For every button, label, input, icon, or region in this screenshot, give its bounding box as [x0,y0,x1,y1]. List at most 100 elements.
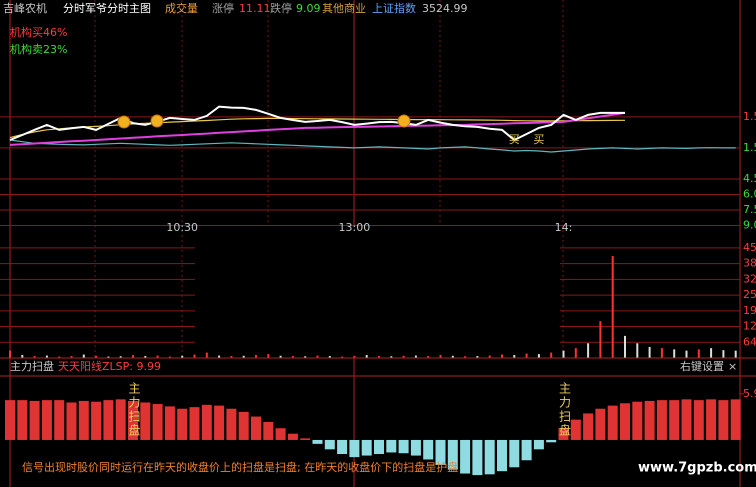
bar [624,335,626,358]
bar [189,407,200,440]
bar [255,355,257,358]
bar [599,321,602,358]
bar [451,355,454,358]
bar [550,352,553,358]
bar [66,402,77,440]
bar [414,355,417,358]
bar [439,355,442,358]
bar [193,354,196,358]
bar [533,439,544,450]
bar [546,439,557,443]
bar [128,400,138,440]
bar [242,355,245,358]
bar [706,399,717,440]
bar [693,400,704,440]
blank-area [195,226,560,357]
bar [562,350,565,358]
buy-signal: 买 [533,133,544,146]
bar [435,439,446,465]
mode: 分时 [63,2,85,15]
bar [710,348,713,358]
bar [595,408,606,440]
signal-label: 主力扫盘 [558,382,572,438]
bar [636,343,639,358]
bar [132,355,134,358]
header: 吉峰农机 分时 军爷分时主图 成交量 涨停 11.11 跌停 9.09 其他商业… [3,1,468,15]
bar [140,402,151,440]
bar [460,439,471,474]
indicator-name: 军爷分时主图 [85,1,151,15]
bar [29,400,40,440]
bar [251,416,261,440]
bar [353,355,356,358]
panel-subtitle: 天天阳线ZLSP: 9.99 [58,359,161,373]
bar [168,356,171,358]
bar [275,428,286,440]
y-tick-label: 64 [743,335,756,348]
bar [107,356,110,358]
bar [58,356,61,358]
bar [349,439,360,458]
bar [390,356,393,358]
bar [263,422,274,440]
bar [423,439,434,460]
x-tick-label: 13:00 [339,221,371,234]
y-tick-label: 32 [743,272,756,285]
panel-title: 主力扫盘 [10,359,54,373]
bar [521,439,532,461]
stock-name: 吉峰农机 [3,1,47,15]
sector: 其他商业 [322,1,366,15]
bar [648,346,651,358]
y-tick-label: 45 [743,241,756,254]
bar [316,355,319,358]
bar [644,400,655,440]
bar [214,405,225,440]
x-tick-label: 10:30 [166,221,198,234]
bar [722,350,725,358]
bar [119,356,122,358]
bar [464,356,467,358]
bar [587,343,590,358]
bar [205,352,208,358]
signal-icon [150,114,164,128]
y-tick-label: 7.5 [743,203,756,216]
settings-button[interactable]: 右键设置 [680,359,724,373]
bar [378,356,380,358]
bar [21,355,24,358]
close-button[interactable]: × [728,360,737,373]
bar [669,400,680,440]
index-value: 3524.99 [422,2,468,15]
bar [9,350,11,358]
index-name: 上证指数 [372,1,416,15]
bar [82,354,85,358]
bar [201,404,212,440]
bar [328,356,331,358]
bar [152,404,163,440]
signal-label: 主力扫盘 [127,382,141,438]
bar [226,408,237,440]
bar [513,355,516,358]
buy-signal: 买 [509,133,520,146]
bar [398,439,409,454]
bar [324,439,335,450]
bar [374,439,384,455]
indicator-label: 机构买46% [10,25,67,39]
bar [300,438,311,440]
bar [115,399,126,440]
bar [476,356,479,358]
bar [291,356,294,358]
bar [620,403,630,440]
bar [497,439,507,472]
signal-icons [117,114,411,129]
bar [697,349,700,358]
bar [341,356,344,358]
bar [33,356,36,358]
marks-layer: 1.5 1.5 4.5 6.0 7.5 9.0 10:30 13:00 14: 机构买46% 机构卖… [5,25,756,476]
y-tick-label: 19 [743,304,756,317]
y-tick-label: 4.5 [743,172,756,185]
y-tick-label: 1.5 [743,110,756,123]
bar [17,400,28,440]
price-line [9,105,625,142]
y-tick-label: 6.0 [743,187,756,200]
